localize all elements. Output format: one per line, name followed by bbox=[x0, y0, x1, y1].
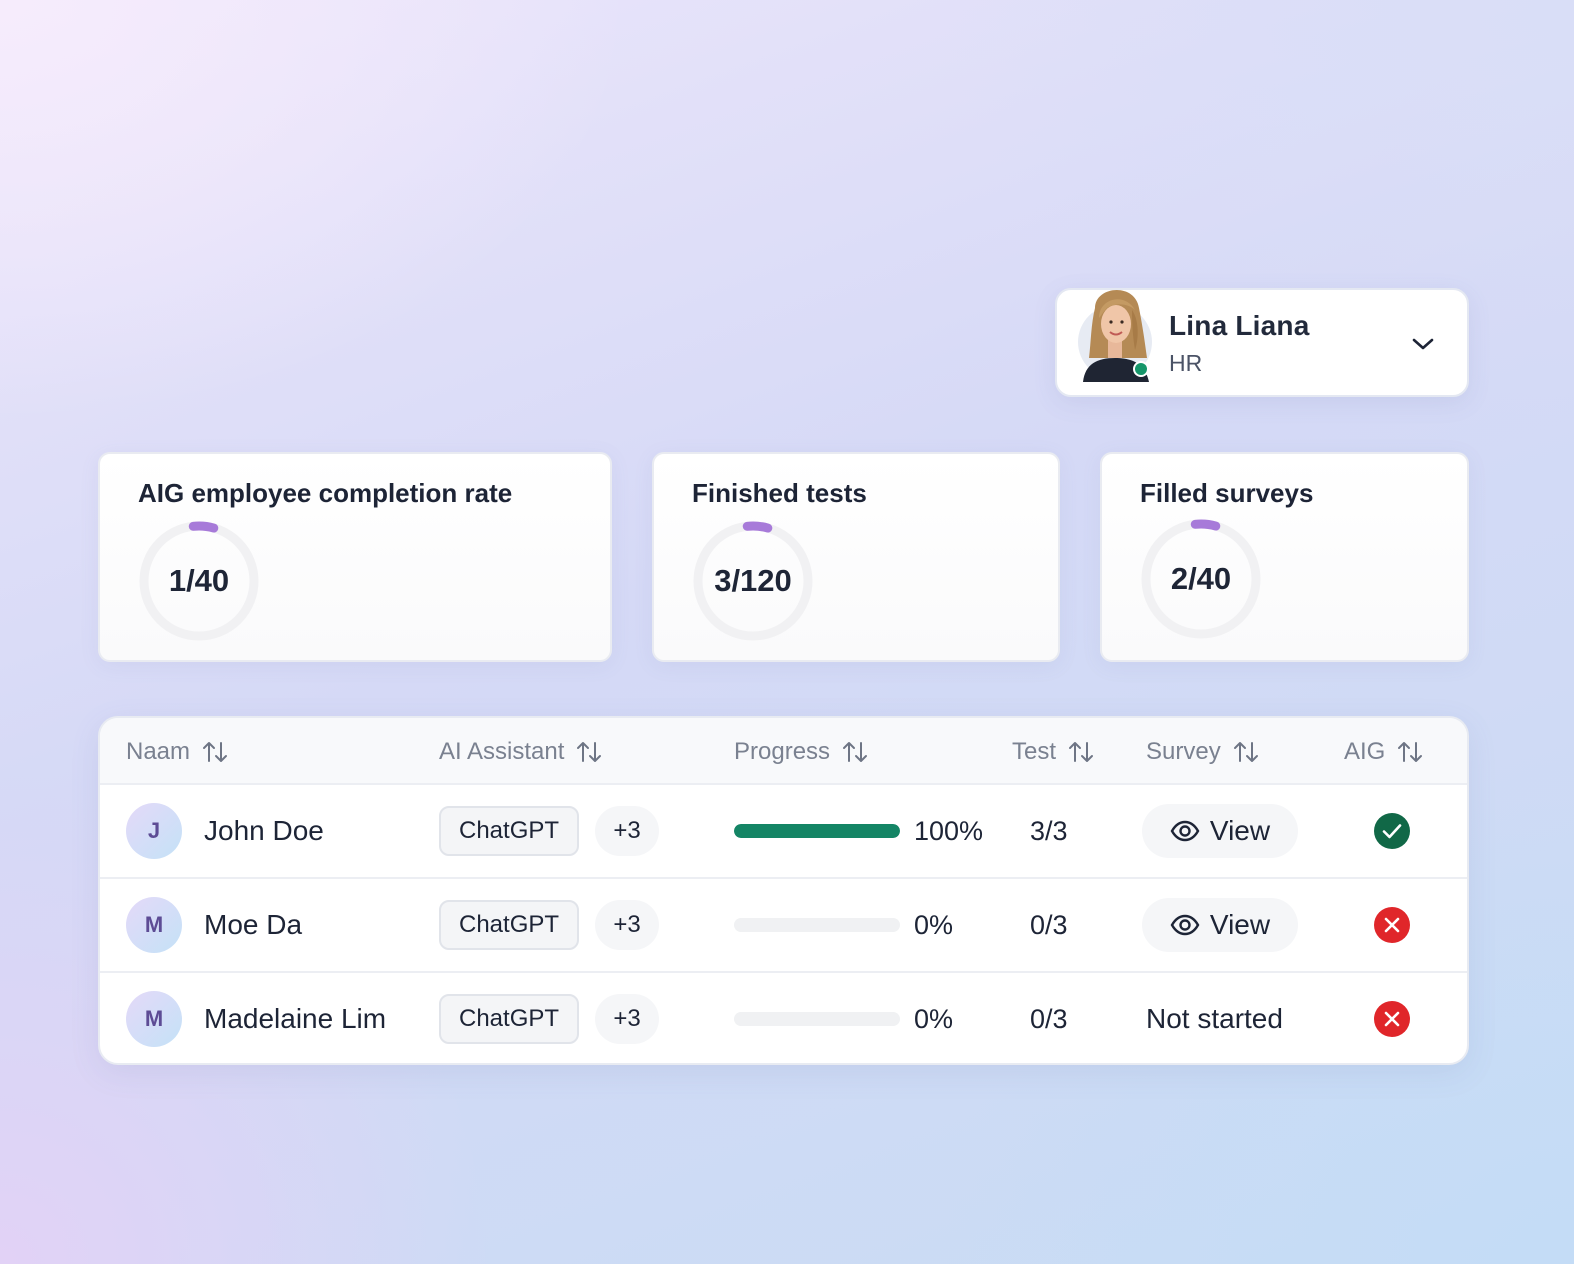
more-assistants-badge[interactable]: +3 bbox=[595, 806, 660, 856]
test-score: 0/3 bbox=[1030, 909, 1068, 940]
column-header-label: Naam bbox=[126, 737, 191, 765]
sort-icon bbox=[1398, 741, 1423, 762]
column-header-ai-assistant[interactable]: AI Assistant bbox=[439, 718, 602, 785]
stat-card-finished-tests: Finished tests 3/120 bbox=[652, 452, 1060, 662]
progress-bar bbox=[734, 918, 900, 932]
online-status-dot bbox=[1135, 363, 1147, 375]
column-header-test[interactable]: Test bbox=[1012, 718, 1094, 785]
sort-icon bbox=[1069, 741, 1094, 762]
column-header-label: Test bbox=[1012, 737, 1057, 765]
progress-bar-fill bbox=[734, 824, 900, 838]
chevron-down-icon[interactable] bbox=[1409, 330, 1437, 358]
sort-icon bbox=[203, 741, 228, 762]
column-header-label: Survey bbox=[1146, 737, 1221, 765]
view-survey-button[interactable]: View bbox=[1142, 804, 1298, 858]
more-assistants-badge[interactable]: +3 bbox=[595, 994, 660, 1044]
user-avatar bbox=[1077, 278, 1153, 382]
eye-icon bbox=[1170, 914, 1200, 936]
progress-percent: 0% bbox=[914, 909, 954, 940]
check-icon bbox=[1374, 813, 1410, 849]
sort-icon bbox=[1233, 741, 1258, 762]
stat-card-filled-surveys: Filled surveys 2/40 bbox=[1100, 452, 1469, 662]
employee-name: John Doe bbox=[204, 815, 324, 846]
assistant-badge: ChatGPT bbox=[439, 900, 580, 950]
employee-name: Madelaine Lim bbox=[204, 1003, 387, 1034]
test-score: 3/3 bbox=[1030, 815, 1068, 846]
profile-name: Lina Liana bbox=[1169, 310, 1310, 341]
stat-value: 1/40 bbox=[168, 563, 230, 598]
progress-ring: 2/40 bbox=[1140, 518, 1262, 640]
avatar: M bbox=[126, 897, 182, 953]
stat-card-completion-rate: AIG employee completion rate 1/40 bbox=[98, 452, 612, 662]
progress-percent: 100% bbox=[914, 815, 984, 846]
view-survey-button[interactable]: View bbox=[1142, 898, 1298, 952]
stat-title: Finished tests bbox=[692, 478, 867, 508]
progress-ring: 1/40 bbox=[138, 520, 260, 642]
column-header-label: Progress bbox=[734, 737, 831, 765]
table-row[interactable]: J John Doe ChatGPT +3 100% 3/3 View bbox=[100, 785, 1467, 879]
user-profile-card[interactable]: Lina Liana HR bbox=[1055, 288, 1469, 397]
sort-icon bbox=[843, 741, 868, 762]
eye-icon bbox=[1170, 820, 1200, 842]
test-score: 0/3 bbox=[1030, 1003, 1068, 1034]
column-header-progress[interactable]: Progress bbox=[734, 718, 868, 785]
table-row[interactable]: M Moe Da ChatGPT +3 0% 0/3 View bbox=[100, 879, 1467, 973]
employee-name: Moe Da bbox=[204, 909, 303, 940]
column-header-label: AIG bbox=[1344, 737, 1386, 765]
cross-icon bbox=[1374, 907, 1410, 943]
progress-bar bbox=[734, 1012, 900, 1026]
stat-value: 3/120 bbox=[714, 563, 792, 598]
cross-icon bbox=[1374, 1001, 1410, 1037]
table-row[interactable]: M Madelaine Lim ChatGPT +3 0% 0/3 Not st… bbox=[100, 973, 1467, 1063]
sort-icon bbox=[577, 741, 602, 762]
view-button-label: View bbox=[1209, 909, 1271, 940]
more-assistants-badge[interactable]: +3 bbox=[595, 900, 660, 950]
table-header: Naam AI Assistant Progress Test Survey A… bbox=[100, 718, 1467, 785]
progress-ring: 3/120 bbox=[692, 520, 814, 642]
assistant-badge: ChatGPT bbox=[439, 806, 580, 856]
survey-status: Not started bbox=[1146, 1003, 1283, 1034]
profile-role: HR bbox=[1169, 350, 1203, 376]
progress-percent: 0% bbox=[914, 1003, 954, 1034]
column-header-label: AI Assistant bbox=[439, 737, 565, 765]
avatar: J bbox=[126, 803, 182, 859]
stat-title: Filled surveys bbox=[1140, 478, 1314, 508]
stat-value: 2/40 bbox=[1170, 561, 1232, 596]
column-header-aig[interactable]: AIG bbox=[1344, 718, 1423, 785]
assistant-badge: ChatGPT bbox=[439, 994, 580, 1044]
column-header-name[interactable]: Naam bbox=[126, 718, 228, 785]
stat-title: AIG employee completion rate bbox=[138, 478, 513, 508]
progress-bar bbox=[734, 824, 900, 838]
employees-table: Naam AI Assistant Progress Test Survey A… bbox=[98, 716, 1469, 1065]
column-header-survey[interactable]: Survey bbox=[1146, 718, 1259, 785]
view-button-label: View bbox=[1209, 815, 1271, 846]
avatar: M bbox=[126, 991, 182, 1047]
